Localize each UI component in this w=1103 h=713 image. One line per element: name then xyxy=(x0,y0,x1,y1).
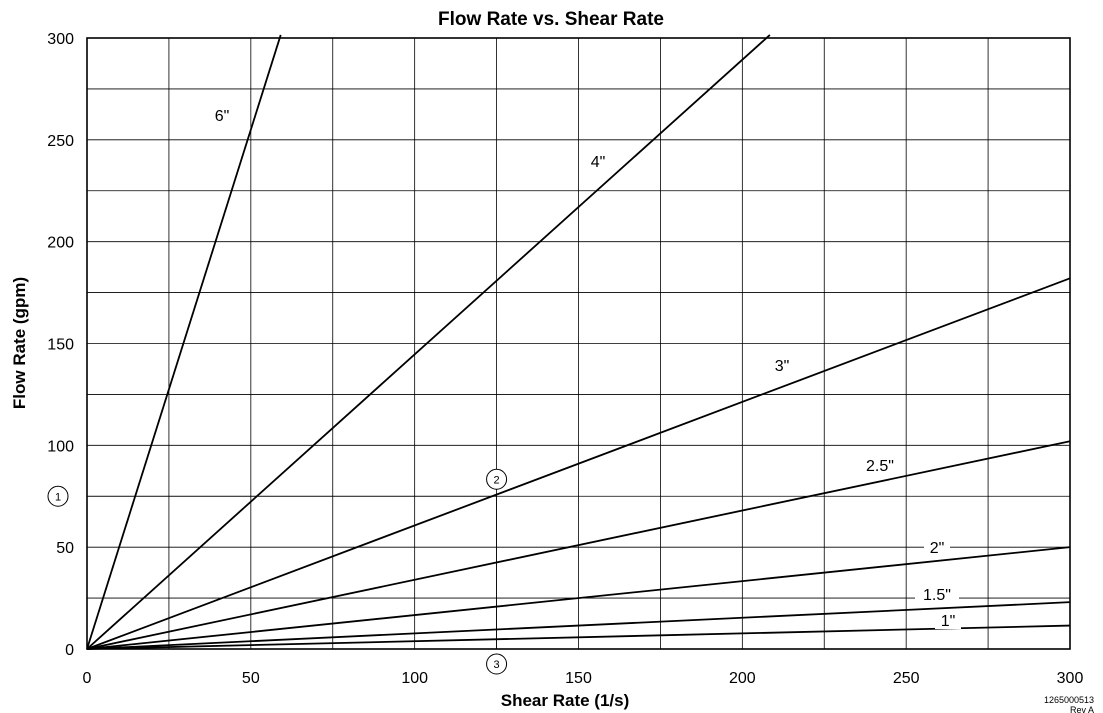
series-line xyxy=(86,624,1071,650)
series-line xyxy=(86,277,1071,650)
series-labels: 6" 4" 3" 2.5" 2" 1.5" 1" xyxy=(209,107,961,630)
series-line xyxy=(86,440,1071,650)
series-label-bg xyxy=(858,457,902,474)
annotations: 1 2 3 xyxy=(47,468,508,675)
y-tick-labels: 0 50 100 150 200 250 300 xyxy=(47,31,74,659)
series-line xyxy=(86,546,1071,650)
series-label: 1" xyxy=(941,613,956,630)
series-label: 4" xyxy=(591,154,606,171)
series-label: 2.5" xyxy=(866,458,894,475)
callout-1-circle xyxy=(47,485,69,507)
y-tick-label: 300 xyxy=(47,31,74,48)
callout-3-circle xyxy=(486,653,508,675)
y-tick-label: 150 xyxy=(47,337,74,354)
series-label-bg xyxy=(935,612,961,629)
revision-label: Rev A xyxy=(1070,705,1094,713)
callout-2-circle xyxy=(486,468,508,490)
callout-2-number: 2 xyxy=(494,474,500,486)
series-label: 1.5" xyxy=(923,587,951,604)
y-tick-label: 50 xyxy=(56,540,74,557)
series-label-bg xyxy=(209,107,235,124)
series-label-bg xyxy=(585,153,611,170)
plot-frame xyxy=(86,37,1071,650)
x-tick-label: 100 xyxy=(401,670,428,687)
y-tick-label: 250 xyxy=(47,133,74,150)
x-tick-label: 250 xyxy=(893,670,920,687)
series-label: 6" xyxy=(215,108,230,125)
callout-1-number: 1 xyxy=(55,491,61,503)
chart-title: Flow Rate vs. Shear Rate xyxy=(438,9,664,30)
series-label-bg xyxy=(915,586,959,603)
series-label-bg xyxy=(924,539,950,556)
grid-lines xyxy=(87,38,1070,649)
series-line xyxy=(86,34,282,650)
x-tick-label: 300 xyxy=(1057,670,1084,687)
series-line xyxy=(86,601,1071,650)
x-tick-label: 0 xyxy=(83,670,92,687)
x-tick-label: 50 xyxy=(242,670,260,687)
x-tick-label: 200 xyxy=(729,670,756,687)
y-tick-label: 100 xyxy=(47,438,74,455)
x-tick-label: 150 xyxy=(565,670,592,687)
x-axis-label: Shear Rate (1/s) xyxy=(501,691,630,710)
drawing-number: 1265000513 xyxy=(1044,695,1094,705)
series-line xyxy=(86,34,771,650)
series-label: 3" xyxy=(775,358,790,375)
x-tick-labels: 0 50 100 150 200 250 300 xyxy=(83,670,1084,687)
series-label: 2" xyxy=(930,540,945,557)
y-tick-label: 200 xyxy=(47,235,74,252)
y-axis-label: Flow Rate (gpm) xyxy=(10,277,29,409)
series-lines xyxy=(86,34,1071,650)
callout-3-number: 3 xyxy=(494,659,500,671)
series-label-bg xyxy=(769,357,795,374)
y-tick-label: 0 xyxy=(65,642,74,659)
